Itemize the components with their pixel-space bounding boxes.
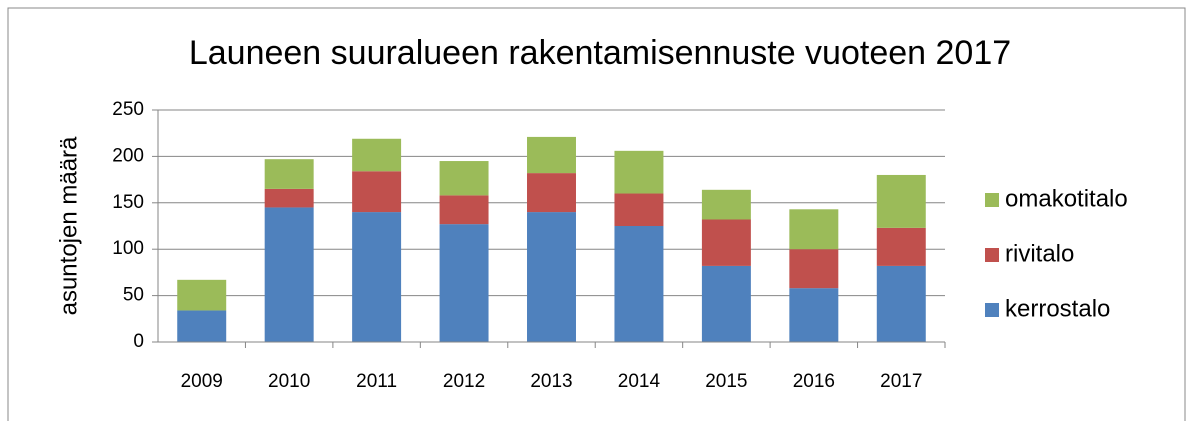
bar-segment (352, 171, 402, 213)
chart-title: Launeen suuralueen rakentamisennuste vuo… (189, 34, 1011, 72)
bar-segment (527, 136, 576, 174)
bar-segment (527, 212, 576, 342)
y-tick-label: 0 (133, 331, 144, 352)
x-tick-label: 2015 (705, 371, 747, 392)
bar-segment (614, 150, 664, 194)
x-tick-label: 2016 (793, 371, 835, 392)
bar-segment (701, 219, 751, 266)
legend-label: rivitalo (1005, 240, 1074, 267)
bar-segment (876, 265, 926, 342)
bar-segment (614, 226, 664, 342)
bar-segment (264, 188, 314, 208)
bar-segment (789, 249, 839, 289)
x-tick-label: 2010 (268, 371, 310, 392)
y-tick-label: 150 (112, 192, 144, 213)
y-tick-label: 100 (112, 238, 144, 259)
bar-segment (789, 209, 839, 250)
x-tick-label: 2012 (443, 371, 485, 392)
bar-segment (527, 173, 576, 213)
legend-swatch (985, 248, 999, 262)
bar-segment (352, 138, 402, 172)
y-tick-label: 50 (123, 285, 144, 306)
bar-segment (701, 189, 751, 220)
bar-segment (876, 227, 926, 266)
bar-segment (439, 161, 489, 196)
y-axis-label: asuntojen määrä (55, 136, 82, 315)
y-tick-label: 250 (112, 99, 144, 120)
bar-segment (439, 195, 489, 225)
x-tick-label: 2009 (181, 371, 223, 392)
chart-border (7, 7, 1186, 421)
bar-segment (789, 288, 839, 342)
y-tick-label: 200 (112, 145, 144, 166)
x-tick-label: 2014 (618, 371, 661, 392)
bar-segment (264, 159, 314, 189)
bar-segment (177, 279, 227, 311)
bar-segment (876, 174, 926, 228)
legend-swatch (985, 193, 999, 207)
legend-swatch (985, 303, 999, 317)
x-tick-label: 2017 (880, 371, 922, 392)
bar-segment (701, 265, 751, 342)
bar-segment (439, 224, 489, 342)
bar-segment (264, 207, 314, 342)
legend-label: omakotitalo (1005, 185, 1128, 212)
legend-label: kerrostalo (1005, 295, 1110, 322)
bar-segment (352, 212, 402, 342)
bar-segment (614, 193, 664, 226)
bar-segment (177, 310, 227, 342)
x-tick-label: 2011 (356, 371, 397, 392)
x-tick-label: 2013 (530, 371, 572, 392)
